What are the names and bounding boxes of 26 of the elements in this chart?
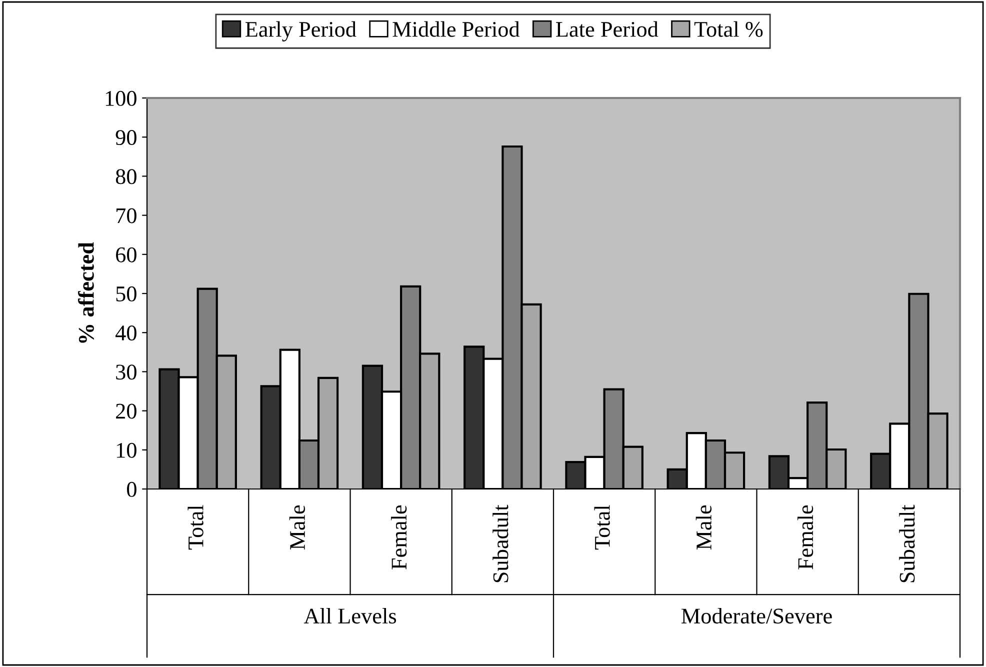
legend-label: Early Period: [245, 21, 356, 42]
y-tick-label: 0: [127, 482, 136, 497]
text: Moderate/Severe: [681, 608, 832, 624]
x-tick-label: Subadult: [899, 504, 915, 582]
legend-label: Middle Period: [392, 21, 520, 37]
legend-label: Total %: [694, 21, 763, 37]
y-axis-title: % affected: [78, 242, 94, 343]
y-tick-label: 50: [116, 286, 136, 302]
y-tick-label: 60: [116, 247, 136, 262]
y-tick-label: 30: [116, 364, 136, 380]
x-tick-label: Female: [390, 505, 407, 570]
x-tick-label: Male: [696, 505, 712, 550]
x-tick-label: Male: [289, 505, 305, 550]
x-tick-label: Female: [797, 505, 814, 570]
y-tick-label: 90: [116, 130, 136, 146]
text: All Levels: [304, 608, 396, 624]
y-tick-label: 20: [116, 404, 136, 419]
y-tick-label: 40: [115, 326, 136, 341]
y-tick-label: 10: [117, 442, 136, 458]
x-tick-label: Total: [188, 505, 204, 550]
y-tick-label: 100: [106, 90, 136, 106]
x-tick-label: Subadult: [492, 504, 508, 582]
y-tick-label: 80: [116, 169, 136, 184]
y-tick-label: 70: [116, 208, 136, 224]
legend-label: Late Period: [556, 21, 658, 37]
x-tick-label: Total: [594, 505, 610, 550]
